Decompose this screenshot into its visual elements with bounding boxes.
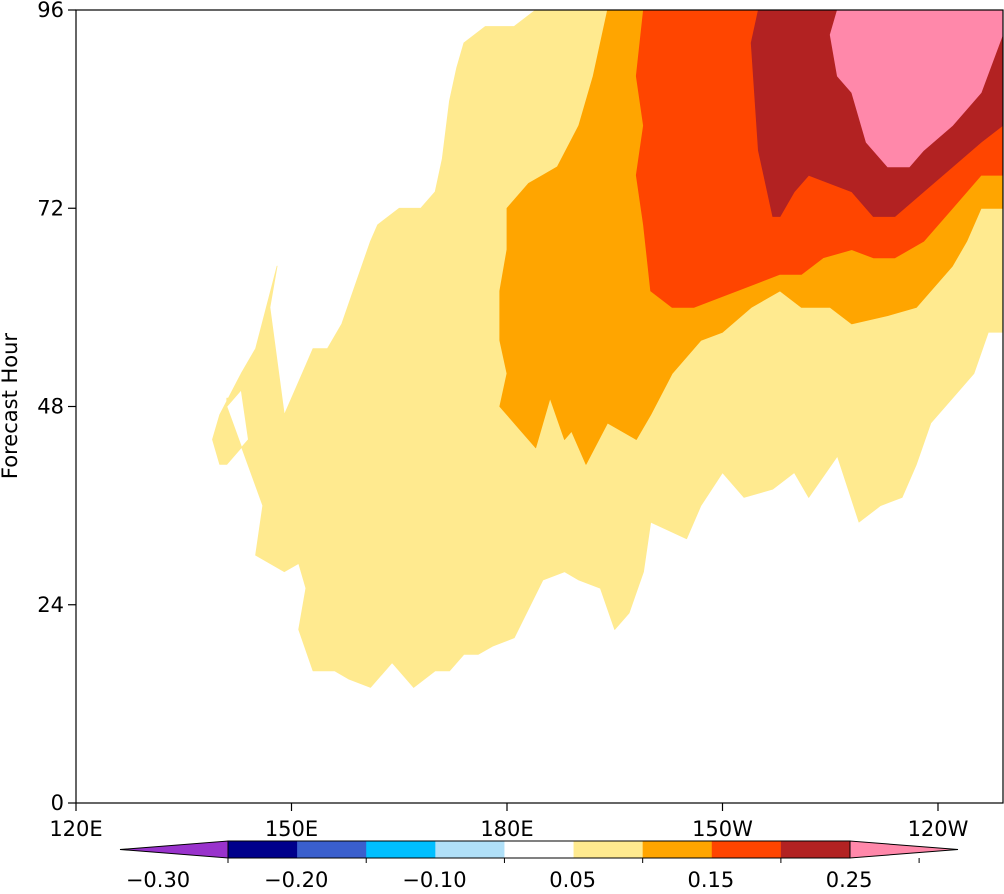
colorbar-box-5 bbox=[573, 841, 644, 858]
colorbar-label-3: 0.05 bbox=[549, 868, 596, 892]
colorbar: −0.30 −0.20 −0.10 0.05 0.15 0.25 bbox=[119, 840, 959, 892]
colorbar-box-4 bbox=[504, 841, 575, 858]
colorbar-box-6 bbox=[642, 841, 713, 858]
x-tick-label-2: 180E bbox=[480, 817, 533, 841]
y-tick-label-0: 0 bbox=[51, 791, 64, 815]
y-tick-label-2: 48 bbox=[37, 395, 64, 419]
y-tick-label-3: 72 bbox=[37, 196, 64, 220]
colorbar-label-2: −0.10 bbox=[402, 868, 466, 892]
colorbar-box-8 bbox=[780, 841, 851, 858]
colorbar-box-0 bbox=[228, 841, 298, 858]
colorbar-box-3 bbox=[435, 841, 505, 858]
x-tick-label-0: 120E bbox=[49, 817, 102, 841]
y-tick-label-1: 24 bbox=[37, 593, 64, 617]
x-tick-label-3: 150W bbox=[692, 817, 753, 841]
colorbar-label-4: 0.15 bbox=[688, 868, 735, 892]
colorbar-label-1: −0.20 bbox=[264, 868, 328, 892]
y-tick-label-4: 96 bbox=[37, 0, 64, 22]
colorbar-outline bbox=[227, 840, 851, 859]
colorbar-label-5: 0.25 bbox=[826, 868, 873, 892]
x-axis: 120E 150E 180E 150W 120W bbox=[49, 803, 969, 841]
colorbar-box-2 bbox=[366, 841, 436, 858]
y-axis-label: Forecast Hour bbox=[0, 333, 22, 479]
x-tick-label-4: 120W bbox=[908, 817, 969, 841]
colorbar-extend-low bbox=[119, 840, 229, 859]
colorbar-box-1 bbox=[297, 841, 367, 858]
contour-fill-layer bbox=[212, 9, 1003, 688]
x-tick-label-1: 150E bbox=[265, 817, 318, 841]
y-axis: 0 24 48 72 96 bbox=[37, 0, 76, 815]
colorbar-extend-high bbox=[849, 840, 959, 859]
colorbar-box-7 bbox=[711, 841, 782, 858]
colorbar-label-0: −0.30 bbox=[126, 868, 190, 892]
